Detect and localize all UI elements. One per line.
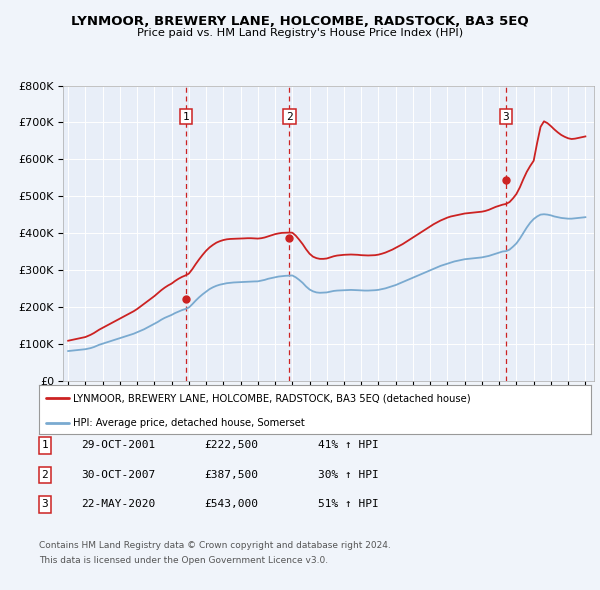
Text: 1: 1: [41, 441, 49, 450]
Text: 30% ↑ HPI: 30% ↑ HPI: [318, 470, 379, 480]
Text: This data is licensed under the Open Government Licence v3.0.: This data is licensed under the Open Gov…: [39, 556, 328, 565]
Text: Price paid vs. HM Land Registry's House Price Index (HPI): Price paid vs. HM Land Registry's House …: [137, 28, 463, 38]
Text: 22-MAY-2020: 22-MAY-2020: [81, 500, 155, 509]
Text: 29-OCT-2001: 29-OCT-2001: [81, 441, 155, 450]
Text: HPI: Average price, detached house, Somerset: HPI: Average price, detached house, Some…: [73, 418, 305, 428]
Text: 3: 3: [502, 112, 509, 122]
Text: 51% ↑ HPI: 51% ↑ HPI: [318, 500, 379, 509]
Text: 2: 2: [286, 112, 293, 122]
Text: LYNMOOR, BREWERY LANE, HOLCOMBE, RADSTOCK, BA3 5EQ (detached house): LYNMOOR, BREWERY LANE, HOLCOMBE, RADSTOC…: [73, 394, 471, 404]
Text: Contains HM Land Registry data © Crown copyright and database right 2024.: Contains HM Land Registry data © Crown c…: [39, 541, 391, 550]
Text: 30-OCT-2007: 30-OCT-2007: [81, 470, 155, 480]
Text: £387,500: £387,500: [204, 470, 258, 480]
Text: LYNMOOR, BREWERY LANE, HOLCOMBE, RADSTOCK, BA3 5EQ: LYNMOOR, BREWERY LANE, HOLCOMBE, RADSTOC…: [71, 15, 529, 28]
Text: 3: 3: [41, 500, 49, 509]
Text: 41% ↑ HPI: 41% ↑ HPI: [318, 441, 379, 450]
Text: £222,500: £222,500: [204, 441, 258, 450]
Text: £543,000: £543,000: [204, 500, 258, 509]
Text: 2: 2: [41, 470, 49, 480]
Text: 1: 1: [182, 112, 189, 122]
